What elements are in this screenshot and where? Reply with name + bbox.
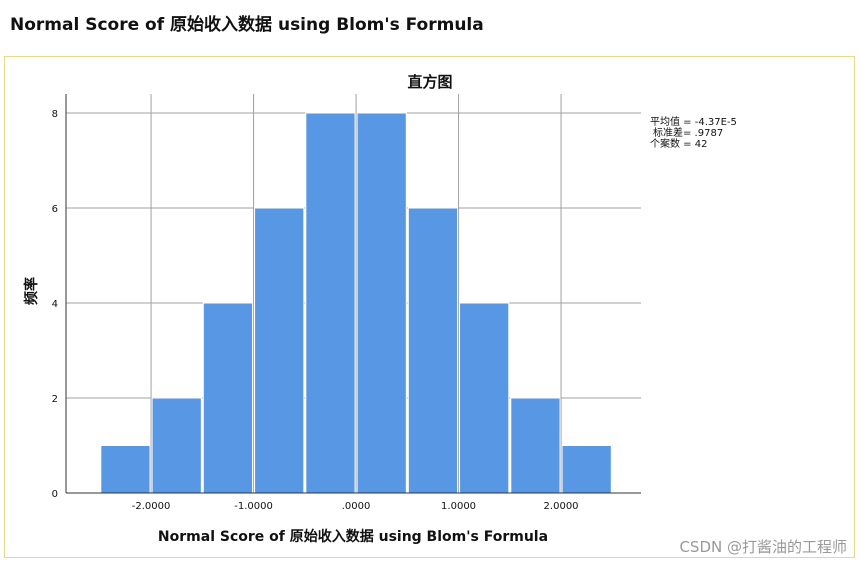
histogram-bars xyxy=(100,112,612,494)
y-tick-label: 2 xyxy=(52,394,58,405)
histogram-bar xyxy=(407,207,459,494)
x-tick-label: .0000 xyxy=(342,501,371,512)
stats-std: 标准差= .9787 xyxy=(653,126,723,139)
histogram-bar xyxy=(100,445,151,494)
y-tick-label: 8 xyxy=(52,109,58,120)
histogram-bar xyxy=(459,302,510,494)
x-tick-label: -2.0000 xyxy=(132,501,171,512)
histogram-bar xyxy=(254,207,305,494)
watermark: CSDN @打酱油的工程师 xyxy=(679,538,847,556)
y-tick-label: 0 xyxy=(52,489,58,500)
stats-n: 个案数 = 42 xyxy=(650,137,707,150)
x-tick-label: 1.0000 xyxy=(441,501,476,512)
x-tick-label: -1.0000 xyxy=(234,501,273,512)
x-tick-label: 2.0000 xyxy=(544,501,579,512)
stats-mean: 平均值 = -4.37E-5 xyxy=(650,115,737,128)
tick-labels: 0 2 4 6 8 -2.0000 -1.0000 .0000 1.0000 2.0000 xyxy=(52,109,579,512)
chart-frame xyxy=(4,56,855,558)
axes xyxy=(65,94,641,494)
histogram-bar xyxy=(510,397,561,494)
histogram-bar xyxy=(305,112,356,494)
chart-title: 直方图 xyxy=(407,73,452,91)
page-heading: Normal Score of 原始收入数据 using Blom's Form… xyxy=(10,15,484,35)
y-axis-label: 频率 xyxy=(23,277,40,305)
y-tick-label: 4 xyxy=(52,299,58,310)
histogram-bar xyxy=(151,397,202,494)
y-tick-label: 6 xyxy=(52,204,58,215)
stats-box: 平均值 = -4.37E-5 标准差= .9787 个案数 = 42 xyxy=(650,115,737,150)
histogram-bar xyxy=(356,112,407,494)
x-axis-label: Normal Score of 原始收入数据 using Blom's Form… xyxy=(158,528,548,545)
histogram-bar xyxy=(561,445,612,494)
histogram-bar xyxy=(202,302,254,494)
